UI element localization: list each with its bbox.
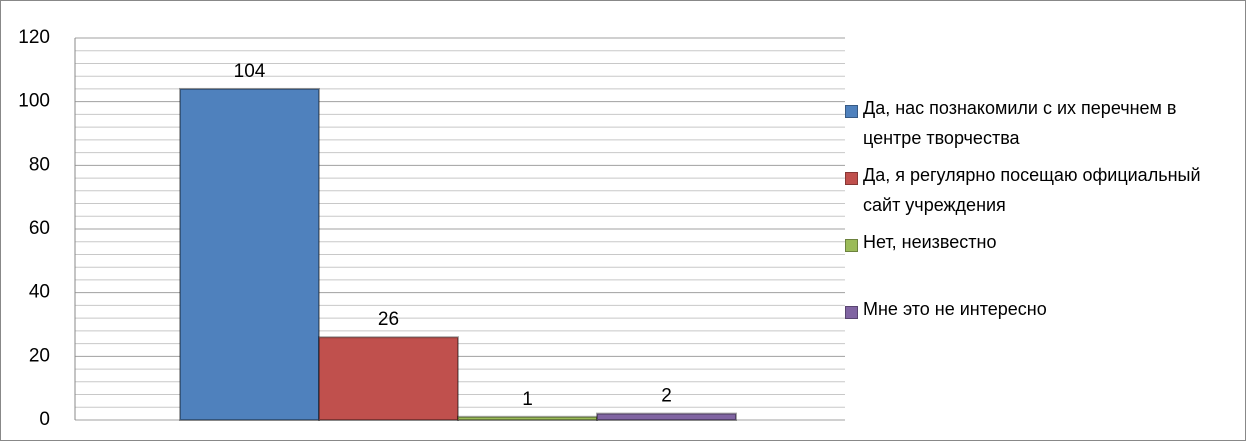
y-tick-label: 0 (39, 409, 50, 430)
legend-label: Нет, неизвестно (863, 232, 997, 252)
y-tick-label: 100 (18, 91, 50, 112)
y-tick-label: 120 (18, 27, 50, 48)
y-tick-label: 40 (29, 282, 50, 303)
legend-swatch (845, 172, 858, 185)
value-label: 2 (661, 386, 672, 407)
value-label: 26 (378, 309, 399, 330)
legend: Да, нас познакомили с их перечнем в цент… (845, 98, 1240, 368)
value-label: 1 (522, 389, 533, 410)
legend-item: Нет, неизвестно (845, 232, 1240, 301)
legend-swatch (845, 306, 858, 319)
legend-swatch (845, 105, 858, 118)
bar (179, 87, 320, 422)
legend-item: Да, нас познакомили с их перечнем в цент… (845, 98, 1240, 167)
y-tick-label: 80 (29, 154, 50, 175)
legend-item: Да, я регулярно посещаю официальный сайт… (845, 165, 1240, 234)
bar (596, 412, 737, 421)
legend-label: Да, я регулярно посещаю официальный сайт… (863, 165, 1201, 215)
bar (457, 415, 598, 422)
y-tick-label: 60 (29, 218, 50, 239)
bar (318, 336, 459, 422)
value-label: 104 (234, 61, 266, 82)
legend-swatch (845, 239, 858, 252)
legend-label: Мне это не интересно (863, 299, 1047, 319)
y-tick-label: 20 (29, 345, 50, 366)
legend-item: Мне это не интересно (845, 299, 1240, 368)
legend-label: Да, нас познакомили с их перечнем в цент… (863, 98, 1177, 148)
